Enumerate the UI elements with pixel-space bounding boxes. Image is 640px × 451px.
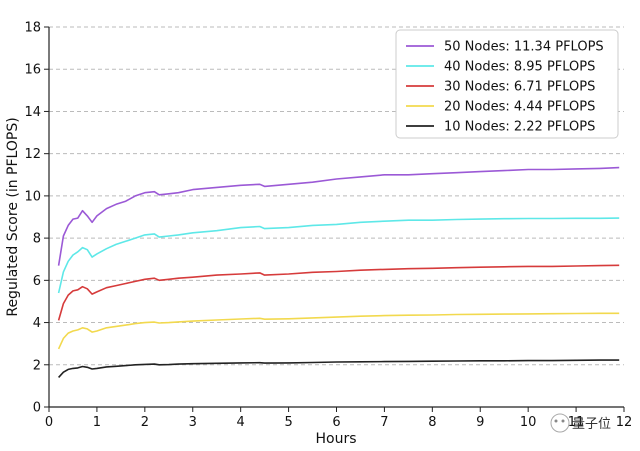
y-tick-label-6: 6 xyxy=(33,274,41,289)
y-tick-label-0: 0 xyxy=(33,401,41,416)
y-tick-label-18: 18 xyxy=(24,21,41,36)
legend-label-0: 50 Nodes: 11.34 PFLOPS xyxy=(444,40,604,55)
x-tick-label-2: 2 xyxy=(141,415,149,430)
watermark-icon-dot xyxy=(554,419,558,423)
legend: 50 Nodes: 11.34 PFLOPS 40 Nodes: 8.95 PFL… xyxy=(395,29,619,139)
series-line-0 xyxy=(57,166,620,266)
y-ticks: 0 2 4 6 8 10 12 14 16 18 xyxy=(24,21,49,416)
x-tick-label-6: 6 xyxy=(332,415,340,430)
x-tick-label-4: 4 xyxy=(237,415,245,430)
watermark-icon xyxy=(550,413,570,433)
series-line-3 xyxy=(57,312,620,350)
y-tick-label-2: 2 xyxy=(33,358,41,373)
legend-label-4: 10 Nodes: 2.22 PFLOPS xyxy=(444,120,595,135)
x-tick-label-12: 12 xyxy=(616,415,633,430)
x-tick-label-10: 10 xyxy=(520,415,537,430)
x-tick-label-8: 8 xyxy=(428,415,436,430)
legend-label-1: 40 Nodes: 8.95 PFLOPS xyxy=(444,60,595,75)
y-tick-label-8: 8 xyxy=(33,232,41,247)
y-tick-label-16: 16 xyxy=(24,63,41,78)
legend-label-2: 30 Nodes: 6.71 PFLOPS xyxy=(444,80,595,95)
y-axis-label: Regulated Score (in PFLOPS) xyxy=(5,117,21,316)
watermark-icon-dot-2 xyxy=(561,419,565,423)
x-tick-label-7: 7 xyxy=(380,415,388,430)
gridlines xyxy=(49,26,624,366)
x-tick-label-3: 3 xyxy=(189,415,197,430)
y-tick-label-14: 14 xyxy=(24,105,41,120)
x-tick-label-11: 11 xyxy=(568,415,585,430)
x-tick-label-9: 9 xyxy=(476,415,484,430)
series-line-1 xyxy=(57,217,620,294)
x-tick-label-1: 1 xyxy=(93,415,101,430)
y-tick-label-10: 10 xyxy=(24,189,41,204)
x-axis-label: Hours xyxy=(315,431,356,447)
watermark: 量子位 xyxy=(550,413,611,433)
x-tick-label-0: 0 xyxy=(45,415,53,430)
watermark-text: 量子位 xyxy=(572,417,611,432)
series-line-4 xyxy=(58,359,620,378)
y-tick-label-4: 4 xyxy=(33,316,41,331)
series-line-2 xyxy=(57,264,620,321)
y-tick-label-12: 12 xyxy=(24,147,41,162)
x-tick-label-5: 5 xyxy=(284,415,292,430)
series-lines xyxy=(57,166,620,378)
x-ticks: 0 1 2 3 4 5 6 7 8 9 10 11 12 xyxy=(45,407,632,430)
legend-label-3: 20 Nodes: 4.44 PFLOPS xyxy=(444,100,595,115)
legend-box xyxy=(395,29,619,139)
